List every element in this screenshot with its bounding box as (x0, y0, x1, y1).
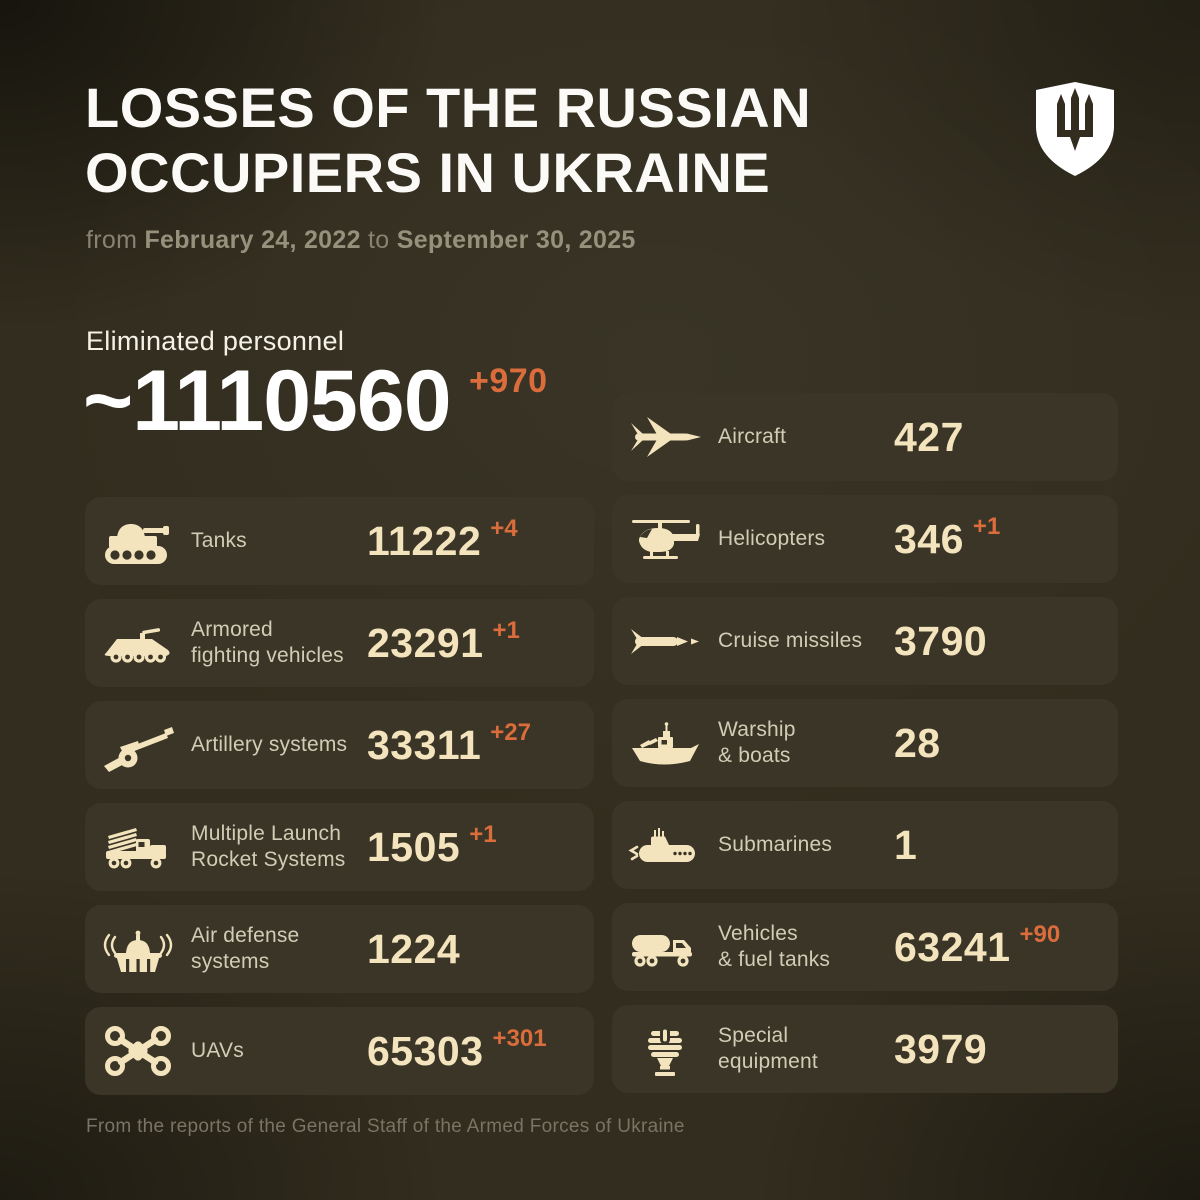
stat-delta: +1 (972, 513, 1001, 540)
stat-value: 33311 (367, 721, 482, 768)
stat-label: Armored fighting vehicles (191, 618, 344, 667)
air-defense-icon (85, 921, 191, 977)
stat-card-aircraft: Aircraft 427 (612, 393, 1118, 481)
stat-delta: +90 (1019, 921, 1061, 948)
date-to: September 30, 2025 (396, 226, 636, 254)
stat-delta: +301 (492, 1025, 547, 1052)
page-title-line2: OCCUPIERS IN UKRAINE (85, 140, 771, 204)
armored-vehicle-icon (85, 615, 191, 671)
helicopter-icon (612, 511, 718, 567)
stat-card-warships: Warship & boats 28 (612, 699, 1118, 787)
page-title: LOSSES OF THE RUSSIAN OCCUPIERS IN UKRAI… (85, 76, 811, 206)
stat-value: 23291 (367, 619, 484, 666)
stat-label: UAVs (191, 1039, 244, 1063)
stat-card-cruise-missiles: Cruise missiles 3790 (612, 597, 1118, 685)
stat-card-helicopters: Helicopters 346 +1 (612, 495, 1118, 583)
stat-label: Special equipment (718, 1024, 818, 1073)
artillery-icon (85, 717, 191, 773)
date-from: February 24, 2022 (144, 226, 361, 254)
armed-forces-trident-logo (1032, 80, 1118, 178)
stat-value: 11222 (367, 517, 482, 564)
stat-card-mlrs: Multiple Launch Rocket Systems 1505 +1 (85, 803, 594, 891)
submarine-icon (612, 817, 718, 873)
date-range: from February 24, 2022 to September 30, … (86, 226, 636, 255)
vehicles-icon (612, 919, 718, 975)
stat-card-special-equipment: Special equipment 3979 (612, 1005, 1118, 1093)
stat-card-uavs: UAVs 65303 +301 (85, 1007, 594, 1095)
stat-label: Tanks (191, 529, 247, 553)
date-range-prefix: from (86, 226, 138, 254)
stat-value: 346 (894, 515, 964, 562)
stat-label: Artillery systems (191, 733, 348, 757)
stat-value: 3979 (894, 1025, 988, 1072)
stat-card-air-defense: Air defense systems 1224 (85, 905, 594, 993)
mlrs-icon (85, 819, 191, 875)
stat-value: 1505 (367, 823, 461, 870)
page-title-line1: LOSSES OF THE RUSSIAN (85, 76, 812, 139)
stat-card-artillery: Artillery systems 33311 +27 (85, 701, 594, 789)
stat-label: Multiple Launch Rocket Systems (191, 822, 346, 871)
stat-label: Warship & boats (718, 718, 796, 767)
stats-column-left: Tanks 11222 +4 Armored fighting vehicles… (85, 497, 594, 1095)
stat-value: 1 (894, 821, 918, 868)
stat-delta: +27 (490, 719, 531, 746)
stat-delta: +4 (490, 515, 518, 542)
warship-icon (612, 715, 718, 771)
personnel-total: ~1110560 +970 (83, 352, 548, 451)
stat-card-armored-vehicles: Armored fighting vehicles 23291 +1 (85, 599, 594, 687)
stat-card-tanks: Tanks 11222 +4 (85, 497, 594, 585)
stat-label: Helicopters (718, 527, 826, 551)
tank-icon (85, 513, 191, 569)
date-range-mid: to (368, 226, 390, 254)
stat-value: 427 (894, 413, 964, 460)
stat-value: 65303 (367, 1027, 484, 1074)
stat-value: 1224 (367, 925, 461, 972)
stat-card-vehicles: Vehicles & fuel tanks 63241 +90 (612, 903, 1118, 991)
personnel-label: Eliminated personnel (86, 326, 345, 356)
special-equipment-icon (612, 1021, 718, 1077)
stat-label: Vehicles & fuel tanks (718, 922, 831, 971)
stat-label: Cruise missiles (718, 629, 863, 653)
stat-label: Submarines (718, 833, 833, 857)
personnel-value: ~1110560 (83, 353, 452, 449)
cruise-missile-icon (612, 613, 718, 669)
stat-label: Air defense systems (191, 924, 300, 973)
stat-delta: +1 (469, 821, 497, 848)
uav-icon (85, 1023, 191, 1079)
stats-column-right: Aircraft 427 Helicopters 346 +1 (612, 393, 1118, 1093)
aircraft-icon (612, 409, 718, 465)
stat-label: Aircraft (718, 425, 787, 449)
stat-delta: +1 (492, 617, 520, 644)
stat-value: 28 (894, 719, 941, 766)
stat-card-submarines: Submarines 1 (612, 801, 1118, 889)
stat-value: 3790 (894, 617, 988, 664)
stat-value: 63241 (894, 923, 1011, 970)
personnel-delta: +970 (469, 362, 548, 400)
source-note: From the reports of the General Staff of… (86, 1116, 685, 1137)
